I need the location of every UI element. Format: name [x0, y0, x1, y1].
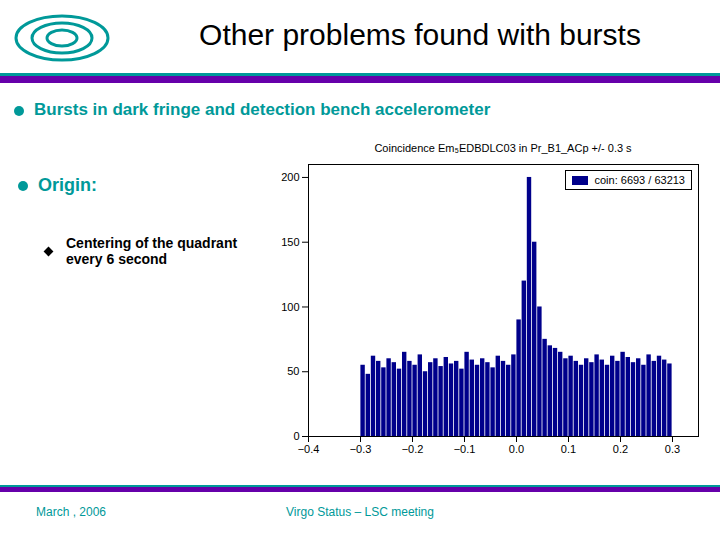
- svg-text:−0.2: −0.2: [402, 443, 424, 455]
- svg-text:0: 0: [293, 430, 299, 442]
- html-text:Coincidence Em₅EDBDLC03 in Pr_: Coincidence Em₅EDBDLC03 in Pr_B1_ACp +/-…: [374, 142, 632, 154]
- html-text:March , 2006: March , 2006: [36, 505, 106, 519]
- html-text:Virgo Status – LSC meeting: Virgo Status – LSC meeting: [286, 505, 434, 519]
- svg-text:−0.3: −0.3: [350, 443, 372, 455]
- html-text:Origin:: Origin:: [38, 175, 97, 195]
- svg-text:100: 100: [281, 300, 299, 312]
- svg-text:0.1: 0.1: [561, 443, 576, 455]
- svg-text:200: 200: [281, 171, 299, 183]
- svg-text:0.3: 0.3: [665, 443, 680, 455]
- html-text:Bursts in dark fringe and dete: Bursts in dark fringe and detection benc…: [34, 100, 491, 119]
- svg-text:0.0: 0.0: [509, 443, 524, 455]
- svg-text:−0.1: −0.1: [454, 443, 476, 455]
- svg-text:−0.4: −0.4: [298, 443, 320, 455]
- svg-text:50: 50: [287, 365, 299, 377]
- svg-text:0.2: 0.2: [613, 443, 628, 455]
- html-text:coin: 6693 / 63213: coin: 6693 / 63213: [594, 174, 685, 186]
- html-text:Centering of the quadrant ever: Centering of the quadrant every 6 second: [66, 235, 238, 267]
- svg-text:150: 150: [281, 236, 299, 248]
- html-text:Other problems found with burs: Other problems found with bursts: [199, 18, 641, 51]
